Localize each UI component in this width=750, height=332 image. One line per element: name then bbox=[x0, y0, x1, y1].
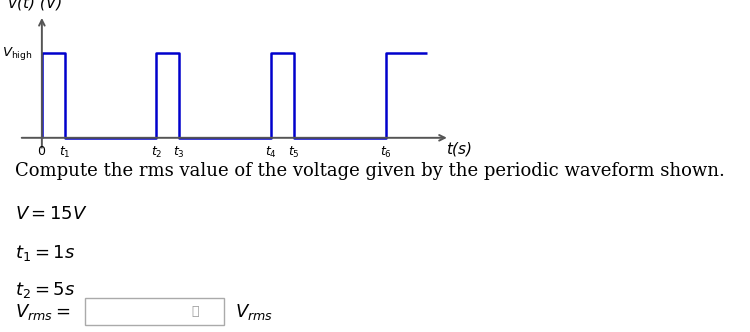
Text: $V_{rms}$: $V_{rms}$ bbox=[236, 302, 274, 322]
Text: $V = 15V$: $V = 15V$ bbox=[15, 205, 88, 223]
Text: $t_3$: $t_3$ bbox=[173, 144, 185, 160]
Text: $0$: $0$ bbox=[38, 144, 46, 158]
Text: $t_1 = 1s$: $t_1 = 1s$ bbox=[15, 243, 75, 263]
Text: 🖉: 🖉 bbox=[191, 305, 199, 318]
Text: v(t) (V): v(t) (V) bbox=[8, 0, 62, 11]
Text: $t_5$: $t_5$ bbox=[288, 144, 300, 160]
Text: t(s): t(s) bbox=[446, 141, 472, 156]
Text: $t_6$: $t_6$ bbox=[380, 144, 392, 160]
Text: $t_4$: $t_4$ bbox=[265, 144, 277, 160]
Text: $t_1$: $t_1$ bbox=[59, 144, 70, 160]
Text: $t_2$: $t_2$ bbox=[151, 144, 162, 160]
Text: $t_2 = 5s$: $t_2 = 5s$ bbox=[15, 281, 75, 300]
Text: Compute the rms value of the voltage given by the periodic waveform shown.: Compute the rms value of the voltage giv… bbox=[15, 162, 724, 180]
Text: $V_{rms} = $: $V_{rms} = $ bbox=[15, 302, 70, 322]
FancyBboxPatch shape bbox=[85, 298, 224, 325]
Text: $V_{\rm high}$: $V_{\rm high}$ bbox=[2, 45, 33, 62]
